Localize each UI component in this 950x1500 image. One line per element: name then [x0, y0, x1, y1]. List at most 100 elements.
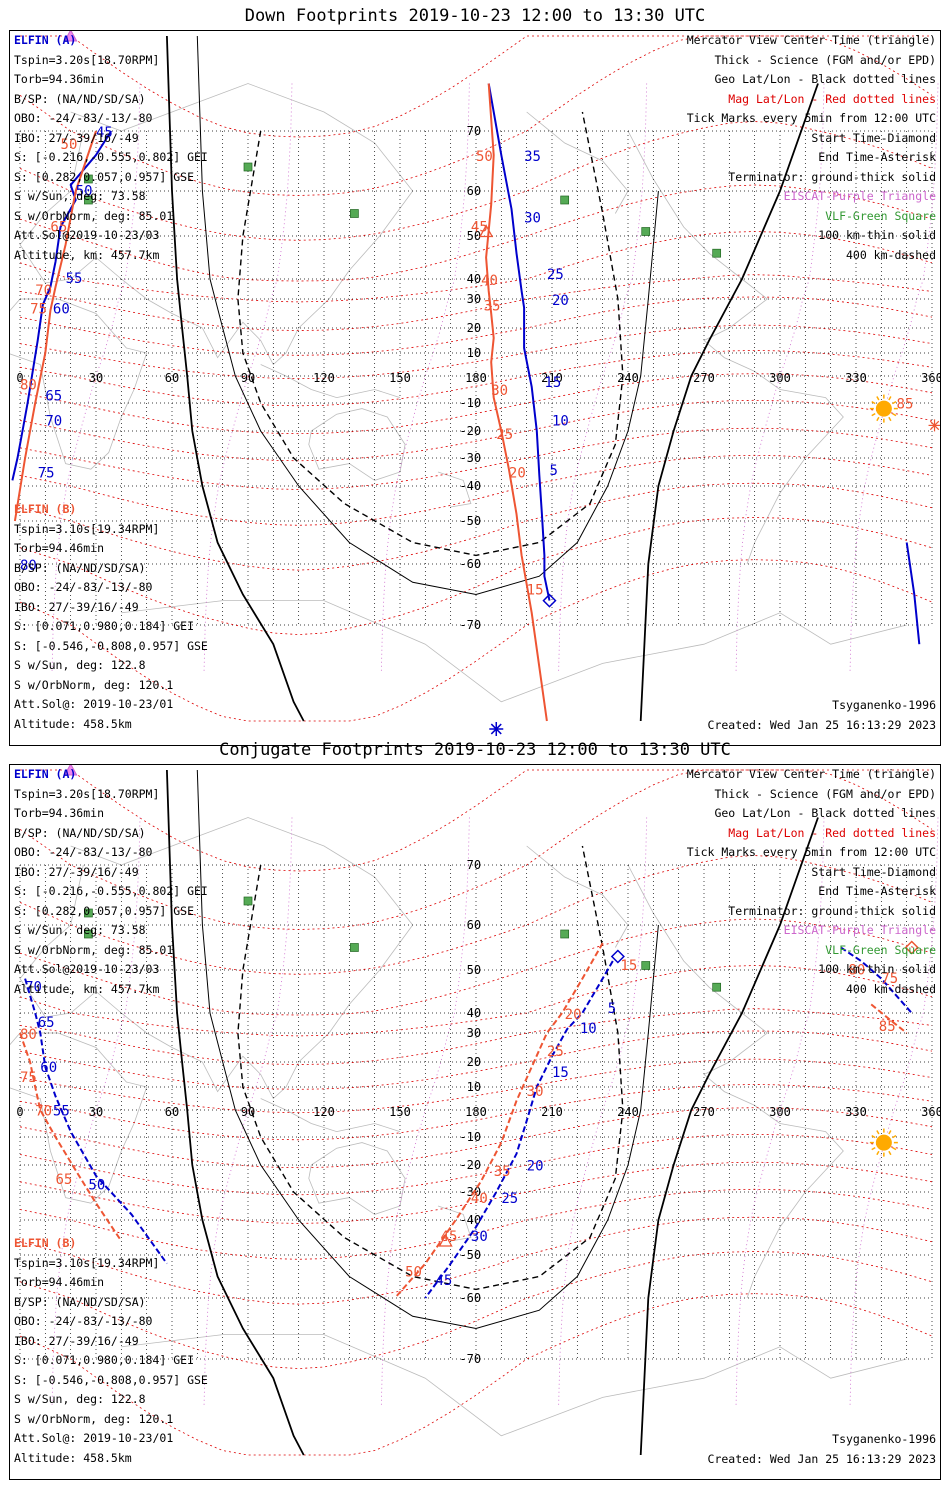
elfin-a-track-main	[487, 83, 551, 601]
elfin-a-param: S w/Sun, deg: 73.58	[14, 189, 146, 204]
elfin-a-param: Torb=94.36min	[14, 72, 105, 87]
track-tick-label: 70	[35, 283, 52, 299]
track-tick-label: 85	[879, 1019, 896, 1035]
elfin-a-label: ELFIN (A)	[14, 767, 77, 781]
elfin-b-param: Att.Sol@: 2019-10-23/01	[14, 697, 174, 712]
terminator-100km	[196, 769, 659, 1330]
eiscat-triangle	[63, 31, 78, 42]
elfin-b-param: Torb=94.46min	[14, 1275, 105, 1290]
elfin-b-conj-right	[870, 1003, 908, 1034]
elfin-b-param: Tspin=3.10s[19.34RPM]	[14, 521, 160, 536]
elfin-b-track-main	[485, 83, 548, 722]
view-center-triangle	[438, 1233, 453, 1247]
track-tick-label: 75	[20, 1070, 37, 1086]
lon-tick-label: 180	[465, 371, 487, 385]
elfin-b-param: Altitude: 458.5km	[14, 1451, 132, 1466]
terminator-100km	[196, 35, 659, 596]
legend-line: 400 km-dashed	[845, 982, 936, 997]
track-tick-label: 40	[481, 273, 498, 289]
lat-tick-label: 60	[467, 918, 481, 932]
map-svg: 0306090120150180210240270300330360706050…	[10, 765, 940, 1456]
track-tick-label: 80	[20, 378, 37, 394]
elfin-b-param: Torb=94.46min	[14, 541, 105, 556]
legend-line: End Time-Asterisk	[818, 884, 936, 899]
panel-1-title: Down Footprints 2019-10-23 12:00 to 13:3…	[244, 6, 706, 26]
elfin-b-param: B/SP: (NA/ND/SD/SA)	[14, 560, 146, 575]
track-tick-label: 65	[38, 1015, 55, 1031]
vlf-square	[84, 195, 93, 205]
right-info-block: Mercator View Center Time (triangle) Thic…	[687, 31, 936, 266]
elfin-a-param: Att.Sol@2019-10-23/03	[14, 962, 160, 977]
elfin-a-param: S w/OrbNorm, deg: 85.01	[14, 942, 174, 957]
track-tick-label: 20	[527, 1158, 544, 1174]
lon-tick-label: 180	[465, 1105, 487, 1119]
elfin-b-param: S: [0.071,0.980,0.184] GEI	[14, 619, 195, 634]
track-tick-label: 30	[471, 1229, 488, 1245]
elfin-a-param: Altitude, km: 457.7km	[14, 982, 160, 997]
elfin-a-conj-left	[24, 978, 168, 1265]
model-label: Tsyganenko-1996	[832, 698, 936, 712]
footer-block: Tsyganenko-1996 Created: Wed Jan 25 16:13…	[708, 1430, 936, 1469]
lon-tick-label: 60	[165, 1105, 179, 1119]
track-tick-label: 15	[620, 958, 637, 974]
lon-tick-label: 330	[845, 1105, 867, 1119]
track-tick-label: 50	[76, 184, 93, 200]
track-tick-label: 5	[608, 1001, 616, 1017]
mag-meridians	[51, 817, 939, 1408]
track-tick-label: 55	[53, 1103, 70, 1119]
lon-tick-label: 240	[617, 371, 639, 385]
elfin-b-param: B/SP: (NA/ND/SD/SA)	[14, 1294, 146, 1309]
terminator-right	[639, 83, 819, 722]
track-tick-label: 25	[547, 1044, 564, 1060]
track-tick-label: 45	[435, 1273, 452, 1289]
track-tick-label: 65	[45, 388, 62, 404]
lon-tick-label: 150	[389, 371, 411, 385]
elfin-a-param: Tspin=3.20s[18.70RPM]	[14, 786, 160, 801]
vlf-square	[84, 908, 93, 918]
elfin-b-track-left	[13, 130, 97, 522]
track-tick-label: 60	[40, 1060, 57, 1076]
right-info-block: Mercator View Center Time (triangle) Thic…	[687, 765, 936, 1000]
elfin-b-param: Tspin=3.10s[19.34RPM]	[14, 1255, 160, 1270]
created-label: Created: Wed Jan 25 16:13:29 2023	[707, 717, 936, 732]
vlf-square	[560, 195, 570, 205]
elfin-a-track-right	[905, 542, 921, 645]
legend-line: 100 km-thin solid	[818, 228, 936, 243]
elfin-a-param: IBO: 27/-39/16/-49	[14, 864, 139, 879]
lat-tick-label: 60	[467, 184, 481, 198]
terminator-left	[166, 769, 305, 1456]
track-tick-label: 70	[35, 1103, 52, 1119]
track-tick-label: 15	[544, 375, 561, 391]
track-tick-label: 75	[38, 466, 55, 482]
vlf-square	[560, 929, 570, 939]
lon-tick-label: 0	[16, 371, 23, 385]
elfin-b-param: IBO: 27/-39/16/-49	[14, 599, 139, 614]
left-info-block: ELFIN (B) Tspin=3.10s[19.34RPM] Torb=94.46…	[14, 500, 208, 735]
start-diamond-b	[904, 940, 919, 955]
elfin-a-param: S: [0.282,0.057,0.957] GSE	[14, 903, 195, 918]
elfin-b-conj-left	[19, 1032, 123, 1242]
end-asterisk-b	[928, 419, 940, 432]
legend-line: Terminator: ground-thick solid	[728, 903, 936, 918]
vlf-square	[641, 961, 651, 970]
track-tick-label: 20	[565, 1007, 582, 1023]
track-tick-label: 30	[524, 211, 541, 227]
track-tick-label: 50	[88, 1177, 105, 1193]
vlf-square	[641, 227, 651, 236]
footprint-tracks	[19, 942, 913, 1299]
lat-tick-label: -20	[459, 424, 481, 438]
lat-tick-label: 40	[467, 272, 481, 286]
legend-line: Mercator View Center Time (triangle)	[686, 767, 936, 781]
lat-tick-label: -40	[459, 479, 481, 493]
track-tick-label: 80	[20, 1027, 37, 1043]
elfin-a-param: Torb=94.36min	[14, 806, 105, 821]
track-tick-labels: 70 65 60 55 50 45 30 25 20 15 10 5 80 75 70 65 50 45 40 35 3…	[20, 958, 898, 1289]
lat-tick-label: -40	[459, 1213, 481, 1227]
track-tick-label: 50	[61, 137, 78, 153]
legend-line: Mag Lat/Lon - Red dotted lines	[728, 825, 936, 840]
track-tick-label: 10	[552, 413, 569, 429]
left-info-block: ELFIN (B) Tspin=3.10s[19.34RPM] Torb=94.46…	[14, 1234, 208, 1469]
track-tick-label: 20	[552, 293, 569, 309]
elfin-b-param: OBO: -24/-83/-13/-80	[14, 1314, 153, 1329]
footer-block: Tsyganenko-1996 Created: Wed Jan 25 16:13…	[708, 696, 936, 735]
